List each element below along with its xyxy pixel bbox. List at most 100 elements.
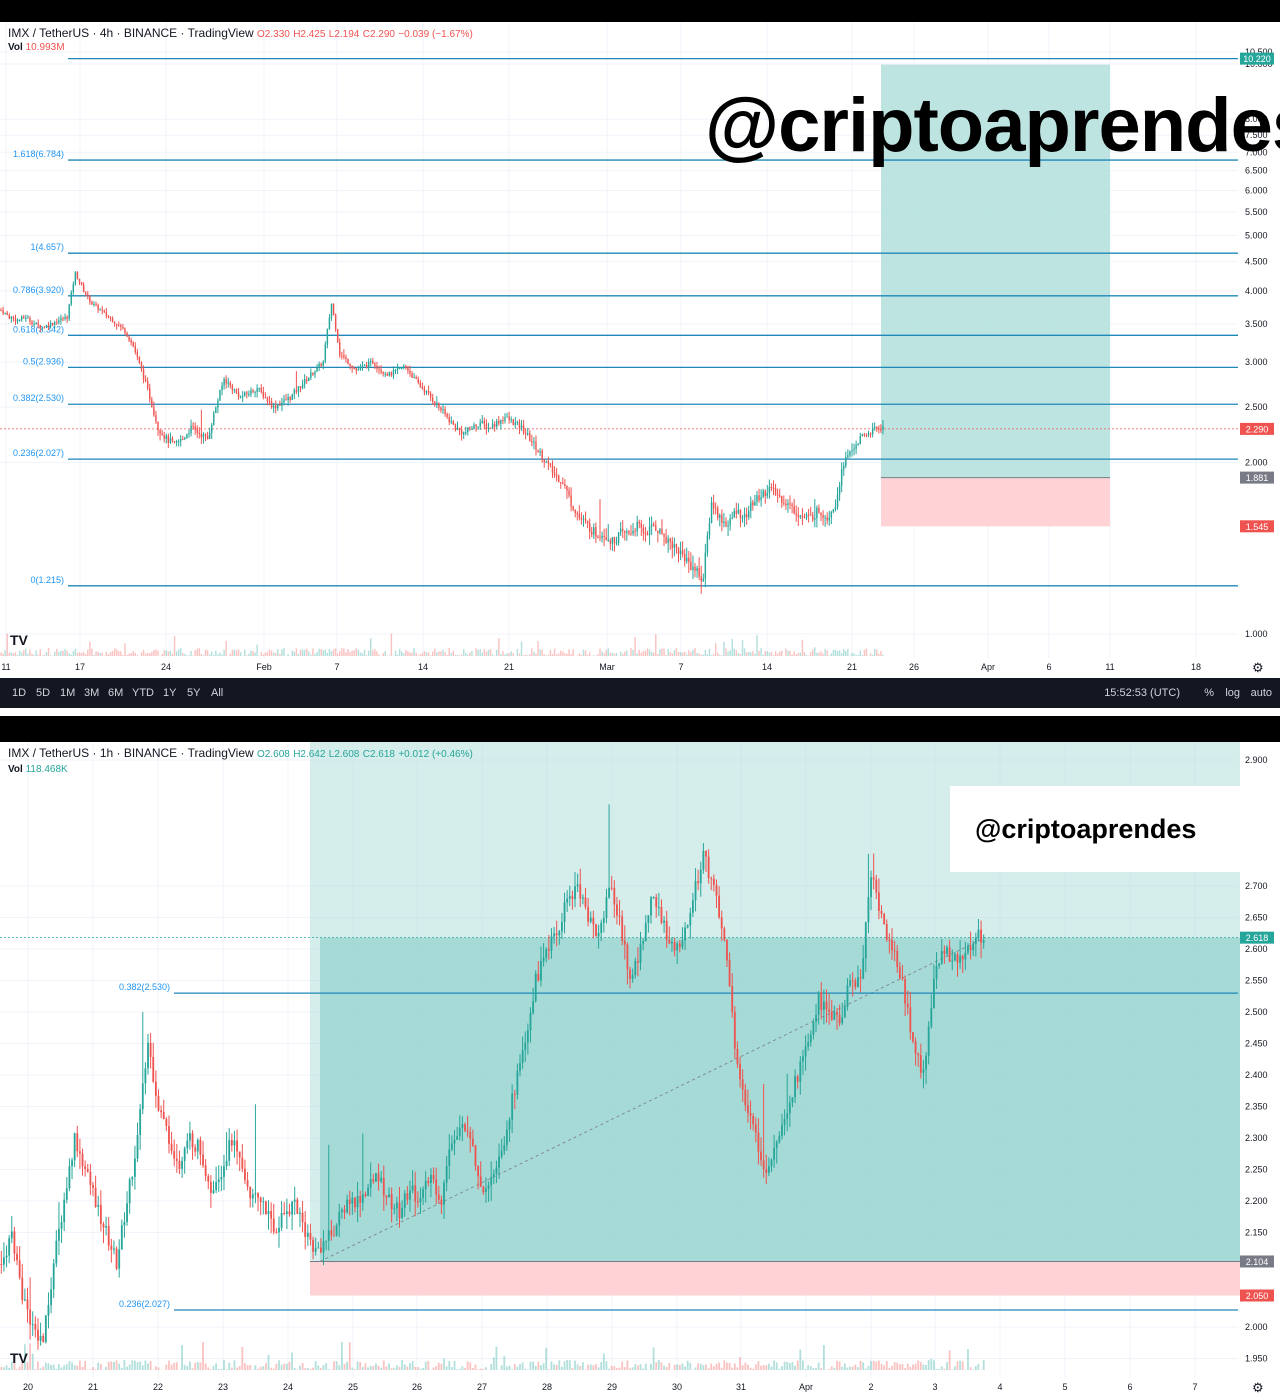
ohlc-change: −0.039 (−1.67%): [398, 29, 473, 40]
interval[interactable]: 4h: [99, 26, 114, 40]
volume-bar: [757, 1361, 760, 1370]
candle-body: [445, 1165, 448, 1183]
candle-body: [756, 495, 758, 502]
timeframe-6m[interactable]: 6M: [108, 687, 124, 699]
candle-body: [668, 939, 671, 944]
timeframe-ytd[interactable]: YTD: [132, 687, 154, 699]
candle-body: [411, 373, 413, 378]
timeframe-1y[interactable]: 1Y: [163, 687, 177, 699]
candle-body: [712, 502, 715, 509]
timeframe-5d[interactable]: 5D: [36, 687, 51, 699]
candle-body: [961, 955, 964, 960]
candle-body: [220, 1176, 223, 1180]
volume-bar: [496, 649, 498, 656]
volume-bar: [812, 649, 814, 656]
candle-body: [909, 1007, 912, 1033]
volume-bar: [756, 635, 758, 656]
volume-bar: [299, 1365, 301, 1370]
candle-body: [196, 1139, 199, 1152]
candle-body: [275, 1231, 278, 1233]
volume-bar: [880, 651, 882, 656]
volume-bar: [699, 1363, 702, 1370]
candle-body: [16, 319, 19, 322]
candle-body: [217, 1179, 220, 1183]
chart-canvas-4h[interactable]: 1.618(6.784)1(4.657)0.786(3.920)0.618(3.…: [0, 22, 1280, 678]
candle-body: [351, 1197, 354, 1204]
volume-bar: [967, 1349, 969, 1370]
volume-bar: [969, 1367, 972, 1370]
candle-body: [534, 973, 537, 1002]
candle-body: [317, 1247, 320, 1249]
volume-bar: [99, 1364, 102, 1370]
log-toggle[interactable]: log: [1225, 687, 1240, 699]
volume-bar: [669, 651, 671, 656]
candle-body: [132, 342, 134, 347]
fib-level-label: 0.5(2.936): [23, 356, 64, 366]
volume-bar: [570, 654, 572, 656]
candle-body: [438, 403, 440, 408]
candle-body: [356, 1196, 359, 1208]
exchange: BINANCE: [123, 26, 178, 40]
volume-bar: [597, 1367, 600, 1370]
volume-bar: [233, 649, 236, 656]
volume-bar: [686, 1360, 689, 1370]
candle-body: [95, 304, 97, 306]
volume-bar: [212, 1365, 215, 1370]
volume-bar: [865, 648, 868, 656]
volume-bar: [241, 1346, 244, 1370]
candle-body: [838, 485, 841, 495]
volume-bar: [566, 1360, 569, 1370]
candle-body: [673, 941, 676, 951]
candle-body: [600, 922, 603, 933]
chart-panel-4h[interactable]: 1.618(6.784) 1(4.657) 0.786(3.920) 0.618(3.…: [0, 22, 1280, 678]
volume-bar: [621, 1361, 624, 1370]
volume-bar: [165, 650, 167, 656]
tradingview-logo-icon[interactable]: TV: [10, 632, 28, 648]
volume-bar: [555, 1365, 558, 1370]
candle-body: [283, 399, 285, 403]
volume-bar: [512, 653, 514, 656]
volume-bar: [115, 649, 118, 656]
candle-body: [267, 1211, 270, 1215]
chart-panel-1h[interactable]: 0.382(2.530) 0.236(2.027) 2.900 2.700 2.650 2…: [0, 742, 1280, 1398]
volume-bar: [118, 651, 120, 656]
timeframe-1d[interactable]: 1D: [12, 687, 27, 699]
candle-body: [384, 373, 386, 375]
volume-bar: [702, 1365, 705, 1370]
ohlc-open: O2.608: [257, 749, 290, 760]
volume-bar: [644, 650, 647, 656]
volume-bar: [696, 652, 698, 656]
volume-bar: [272, 1368, 275, 1370]
timeframe-1m[interactable]: 1M: [60, 687, 76, 699]
timeframe-5y[interactable]: 5Y: [187, 687, 201, 699]
y-tick-label: 1.000: [1245, 629, 1268, 639]
symbol[interactable]: IMX / TetherUS: [8, 26, 90, 40]
volume-bar: [248, 653, 250, 656]
symbol[interactable]: IMX / TetherUS: [8, 746, 90, 760]
volume-bar: [334, 648, 337, 656]
candle-body: [591, 531, 593, 535]
volume-bar: [531, 648, 533, 656]
percent-toggle[interactable]: %: [1204, 687, 1214, 699]
interval[interactable]: 1h: [99, 746, 114, 760]
volume-bar: [551, 654, 554, 656]
tradingview-logo-icon[interactable]: TV: [10, 1350, 28, 1366]
candle-body: [324, 344, 327, 362]
auto-toggle[interactable]: auto: [1250, 687, 1272, 699]
candle-body: [120, 325, 122, 327]
x-tick-label: Apr: [799, 1382, 813, 1392]
candle-body: [822, 1001, 825, 1011]
price-badge-label: 2.104: [1246, 1257, 1269, 1267]
candle-body: [431, 397, 434, 402]
volume-bar: [376, 651, 378, 656]
candle-body: [787, 503, 789, 506]
chart-canvas-1h[interactable]: 0.382(2.530)0.236(2.027)2.9002.7002.6502…: [0, 742, 1280, 1398]
volume-bar: [553, 648, 556, 656]
candle-body: [797, 515, 800, 517]
volume-bar: [547, 654, 550, 656]
volume-bar: [608, 1368, 610, 1370]
candle-body: [64, 316, 66, 319]
timeframe-all[interactable]: All: [211, 687, 224, 699]
volume-bar: [741, 640, 744, 656]
timeframe-3m[interactable]: 3M: [84, 687, 100, 699]
